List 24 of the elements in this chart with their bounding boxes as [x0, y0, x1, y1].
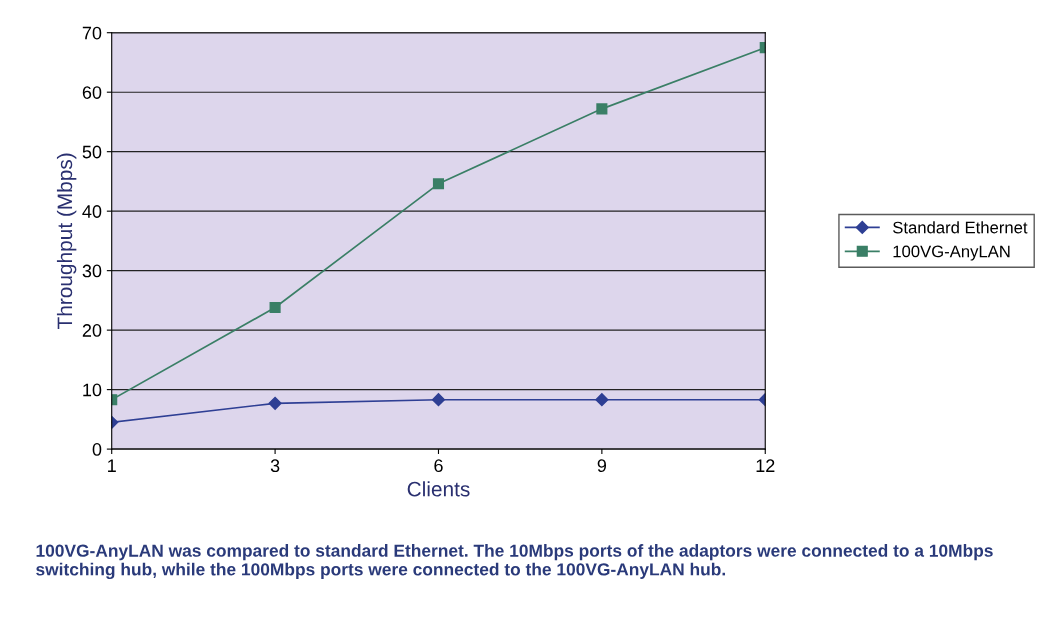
point [596, 103, 608, 115]
text: 100VG-AnyLAN was compared to standard Ethernet. The 10Mbps ports of the adaptors were connected to a 10Mbps switching hub, while the 100Mbps ports were connected to the 100VG-AnyLAN hub. [36, 544, 993, 580]
x-axis-title: Clients [407, 481, 470, 497]
y-tick-label: 70 [82, 26, 102, 40]
y-axis-title: Throughput (Mbps) [56, 153, 77, 330]
y-tick-label: 20 [82, 324, 102, 337]
y-tick-label: 30 [82, 264, 102, 278]
x-tick-label: 6 [434, 459, 443, 473]
point [269, 301, 281, 314]
point [595, 393, 609, 407]
y-tick-label: 0 [92, 443, 102, 456]
x-tick-label: 12 [756, 459, 775, 472]
legend-label: 100VG-AnyLAN [893, 245, 1010, 261]
x-tick-label: 9 [597, 459, 607, 473]
y-tick-label: 60 [82, 86, 102, 99]
point [431, 393, 446, 407]
point [268, 396, 282, 410]
y-tick-label: 40 [82, 205, 102, 218]
x-tick-label: 1 [108, 459, 116, 472]
point [432, 178, 445, 190]
legend-label: Standard Ethernet [893, 221, 1028, 234]
y-tick-label: 10 [83, 383, 102, 397]
y-tick-label: 50 [82, 145, 102, 159]
x-tick-label: 3 [270, 459, 280, 473]
